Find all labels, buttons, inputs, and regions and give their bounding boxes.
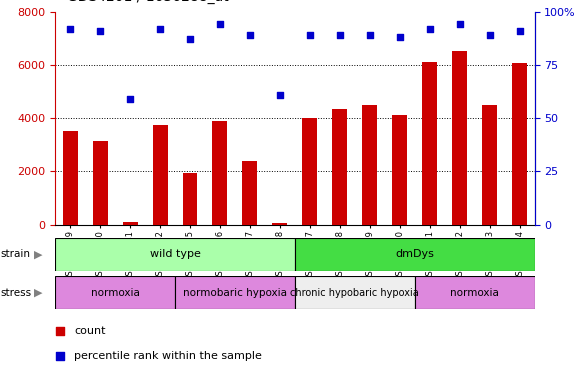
- Point: [365, 32, 374, 38]
- Bar: [55, 238, 295, 271]
- Point: [305, 32, 314, 38]
- Point: [275, 91, 285, 98]
- Text: strain: strain: [1, 249, 31, 260]
- Bar: [512, 63, 527, 225]
- Bar: [482, 105, 497, 225]
- Bar: [175, 276, 295, 309]
- Bar: [182, 173, 198, 225]
- Text: count: count: [74, 326, 106, 336]
- Point: [55, 328, 64, 334]
- Bar: [63, 131, 78, 225]
- Text: ▶: ▶: [34, 249, 42, 260]
- Point: [125, 96, 135, 102]
- Text: chronic hypobaric hypoxia: chronic hypobaric hypoxia: [290, 288, 419, 298]
- Point: [455, 21, 464, 27]
- Bar: [272, 222, 288, 225]
- Bar: [363, 105, 377, 225]
- Point: [485, 32, 494, 38]
- Point: [155, 25, 164, 31]
- Bar: [295, 238, 535, 271]
- Point: [95, 28, 105, 34]
- Bar: [55, 276, 175, 309]
- Text: stress: stress: [1, 288, 32, 298]
- Text: dmDys: dmDys: [395, 249, 434, 260]
- Point: [245, 32, 254, 38]
- Bar: [213, 121, 227, 225]
- Point: [515, 28, 524, 34]
- Bar: [422, 62, 437, 225]
- Text: GDS4201 / 1636288_at: GDS4201 / 1636288_at: [67, 0, 228, 4]
- Bar: [415, 276, 535, 309]
- Text: normoxia: normoxia: [450, 288, 499, 298]
- Point: [395, 34, 404, 40]
- Point: [335, 32, 345, 38]
- Bar: [392, 116, 407, 225]
- Bar: [242, 161, 257, 225]
- Point: [185, 36, 195, 42]
- Text: percentile rank within the sample: percentile rank within the sample: [74, 351, 262, 361]
- Bar: [332, 109, 347, 225]
- Text: normobaric hypoxia: normobaric hypoxia: [183, 288, 287, 298]
- Text: ▶: ▶: [34, 288, 42, 298]
- Bar: [295, 276, 415, 309]
- Bar: [153, 125, 167, 225]
- Bar: [452, 51, 467, 225]
- Text: wild type: wild type: [149, 249, 200, 260]
- Bar: [302, 118, 317, 225]
- Point: [216, 21, 225, 27]
- Text: normoxia: normoxia: [91, 288, 139, 298]
- Point: [425, 25, 435, 31]
- Point: [66, 25, 75, 31]
- Point: [55, 353, 64, 359]
- Bar: [92, 141, 107, 225]
- Bar: [123, 222, 138, 225]
